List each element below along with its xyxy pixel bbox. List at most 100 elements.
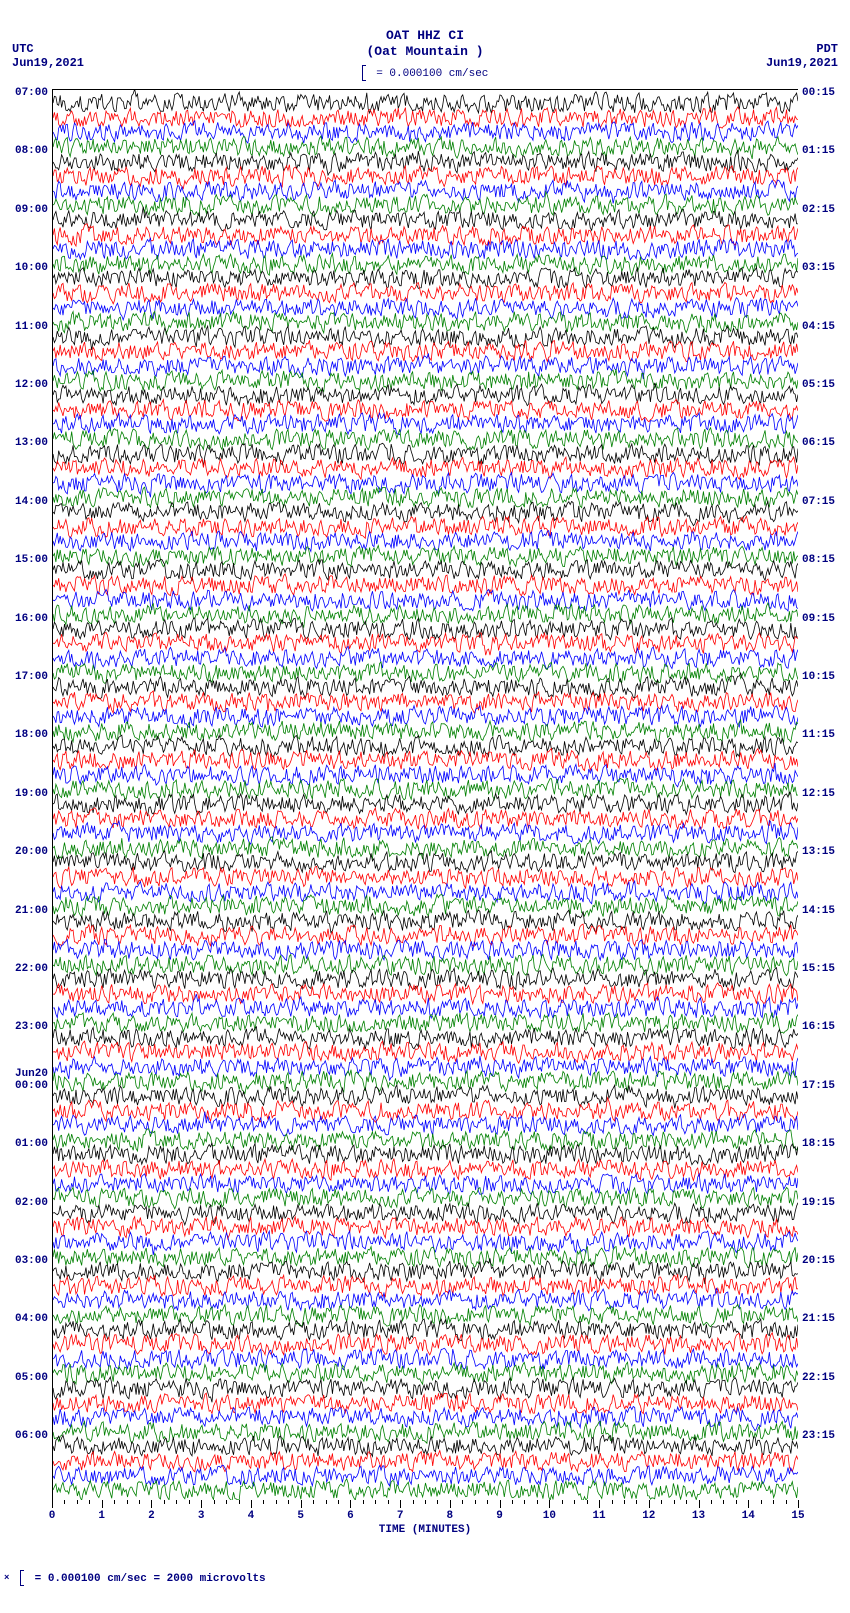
y-label-left: 03:00: [8, 1255, 48, 1267]
x-tick-label: 9: [496, 1510, 503, 1522]
y-label-right: 13:15: [802, 846, 835, 858]
footer-bar-icon: [20, 1570, 24, 1586]
y-label-right: 17:15: [802, 1080, 835, 1092]
x-tick-label: 6: [347, 1510, 354, 1522]
y-label-left: 17:00: [8, 671, 48, 683]
x-axis: TIME (MINUTES) 0123456789101112131415: [52, 1500, 798, 1540]
y-label-left: 01:00: [8, 1138, 48, 1150]
x-tick-minor: [786, 1500, 787, 1504]
y-label-right: 00:15: [802, 87, 835, 99]
x-tick-minor: [574, 1500, 575, 1504]
x-tick-major: [52, 1500, 53, 1508]
x-tick-minor: [773, 1500, 774, 1504]
x-tick-minor: [425, 1500, 426, 1504]
y-label-right: 20:15: [802, 1255, 835, 1267]
x-tick-minor: [363, 1500, 364, 1504]
y-label-left: 16:00: [8, 613, 48, 625]
x-tick-minor: [263, 1500, 264, 1504]
x-tick-minor: [512, 1500, 513, 1504]
x-tick-minor: [686, 1500, 687, 1504]
y-label-right: 07:15: [802, 496, 835, 508]
y-label-right: 05:15: [802, 379, 835, 391]
x-tick-minor: [562, 1500, 563, 1504]
x-tick-minor: [462, 1500, 463, 1504]
tz-right-block: PDT Jun19,2021: [766, 42, 838, 71]
y-label-right: 06:15: [802, 437, 835, 449]
header: OAT HHZ CI (Oat Mountain ) = 0.000100 cm…: [0, 0, 850, 81]
y-label-left: 23:00: [8, 1021, 48, 1033]
x-tick-minor: [375, 1500, 376, 1504]
y-label-left: 22:00: [8, 963, 48, 975]
x-tick-minor: [276, 1500, 277, 1504]
tz-left-label: UTC: [12, 42, 84, 56]
station-line: OAT HHZ CI: [0, 28, 850, 44]
y-label-right: 01:15: [802, 145, 835, 157]
y-label-right: 12:15: [802, 788, 835, 800]
x-tick-minor: [388, 1500, 389, 1504]
y-label-right: 19:15: [802, 1197, 835, 1209]
x-tick-major: [798, 1500, 799, 1508]
footer-text: = 0.000100 cm/sec = 2000 microvolts: [35, 1573, 266, 1585]
x-tick-minor: [239, 1500, 240, 1504]
y-label-left: 19:00: [8, 788, 48, 800]
x-tick-minor: [487, 1500, 488, 1504]
x-tick-label: 0: [49, 1510, 56, 1522]
x-tick-minor: [612, 1500, 613, 1504]
x-tick-label: 13: [692, 1510, 705, 1522]
y-label-right: 16:15: [802, 1021, 835, 1033]
x-tick-minor: [164, 1500, 165, 1504]
y-label-left: 12:00: [8, 379, 48, 391]
footer-scale-icon: ×: [4, 1573, 9, 1583]
x-tick-label: 14: [742, 1510, 755, 1522]
y-label-left: 05:00: [8, 1372, 48, 1384]
x-tick-major: [549, 1500, 550, 1508]
y-label-right: 14:15: [802, 905, 835, 917]
y-label-right: 15:15: [802, 963, 835, 975]
y-label-right: 21:15: [802, 1313, 835, 1325]
y-label-right: 03:15: [802, 262, 835, 274]
x-tick-label: 2: [148, 1510, 155, 1522]
y-label-right: 11:15: [802, 729, 835, 741]
x-tick-label: 8: [447, 1510, 454, 1522]
y-label-left: 07:00: [8, 87, 48, 99]
y-label-left: 13:00: [8, 437, 48, 449]
y-label-right: 23:15: [802, 1430, 835, 1442]
x-tick-minor: [674, 1500, 675, 1504]
x-tick-label: 12: [642, 1510, 655, 1522]
y-label-right: 18:15: [802, 1138, 835, 1150]
x-tick-minor: [736, 1500, 737, 1504]
plot-area: [52, 89, 798, 1500]
x-tick-major: [400, 1500, 401, 1508]
x-tick-major: [450, 1500, 451, 1508]
x-tick-minor: [624, 1500, 625, 1504]
tz-right-label: PDT: [766, 42, 838, 56]
y-label-right: 22:15: [802, 1372, 835, 1384]
y-label-right: 10:15: [802, 671, 835, 683]
y-label-left: 08:00: [8, 145, 48, 157]
helicorder-container: UTC Jun19,2021 PDT Jun19,2021 OAT HHZ CI…: [0, 0, 850, 1596]
footer: × = 0.000100 cm/sec = 2000 microvolts: [0, 1540, 850, 1596]
x-tick-minor: [338, 1500, 339, 1504]
y-label-left: 14:00: [8, 496, 48, 508]
x-tick-minor: [524, 1500, 525, 1504]
y-label-left: 11:00: [8, 321, 48, 333]
x-tick-major: [201, 1500, 202, 1508]
x-tick-minor: [636, 1500, 637, 1504]
x-tick-major: [350, 1500, 351, 1508]
scale-line: = 0.000100 cm/sec: [0, 65, 850, 81]
x-tick-minor: [326, 1500, 327, 1504]
x-tick-label: 11: [592, 1510, 605, 1522]
y-label-right: 08:15: [802, 554, 835, 566]
x-tick-label: 7: [397, 1510, 404, 1522]
x-tick-minor: [413, 1500, 414, 1504]
x-tick-minor: [437, 1500, 438, 1504]
y-label-left: 02:00: [8, 1197, 48, 1209]
y-label-left: 09:00: [8, 204, 48, 216]
x-tick-major: [102, 1500, 103, 1508]
y-label-left: 21:00: [8, 905, 48, 917]
x-tick-minor: [189, 1500, 190, 1504]
x-tick-minor: [139, 1500, 140, 1504]
x-tick-major: [649, 1500, 650, 1508]
x-tick-minor: [475, 1500, 476, 1504]
x-tick-minor: [761, 1500, 762, 1504]
